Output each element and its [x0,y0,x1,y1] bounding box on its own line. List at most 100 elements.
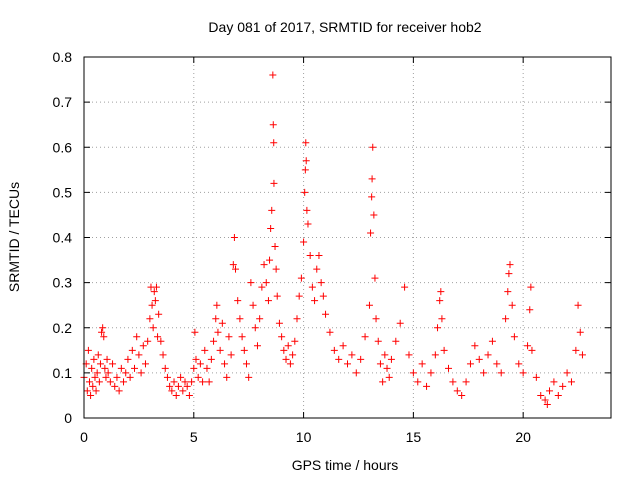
data-point [256,315,264,323]
data-point [322,310,330,318]
data-point [326,328,334,336]
data-point [280,346,288,354]
data-point [572,346,580,354]
data-point [519,369,527,377]
data-point [526,306,534,314]
data-point [238,333,246,341]
data-point [87,391,95,399]
data-point [330,346,338,354]
data-point [365,301,373,309]
data-point [506,261,514,269]
data-point [306,252,314,260]
data-point [146,315,154,323]
data-point [339,342,347,350]
y-tick-label: 0.5 [53,184,73,200]
data-point [524,342,532,350]
data-point [437,288,445,296]
data-point [137,369,145,377]
data-point [383,364,391,372]
data-point [94,351,102,359]
data-point [418,360,426,368]
data-point [357,355,365,363]
data-point [368,193,376,201]
data-point [335,355,343,363]
tick-labels: 0 0.1 0.2 0.3 0.4 0.5 0.6 0.7 0.8 0 5 10 15 20 [53,49,532,445]
data-point [308,283,316,291]
data-point [286,360,294,368]
data-point [126,373,134,381]
data-point [260,261,268,269]
data-point [302,139,310,147]
data-point [543,400,551,408]
data-point [148,301,156,309]
data-point [532,373,540,381]
data-point [251,324,259,332]
data-point [431,351,439,359]
data-point [504,288,512,296]
data-point [367,229,375,237]
data-point [203,364,211,372]
data-point [550,378,558,386]
data-point [141,360,149,368]
data-point [128,346,136,354]
data-point [101,364,109,372]
data-point [170,378,178,386]
data-point [376,360,384,368]
data-point [301,188,309,196]
data-point [272,265,280,273]
data-point [177,373,185,381]
data-point [152,283,160,291]
data-point [269,71,277,79]
data-point [445,364,453,372]
data-point [480,369,488,377]
data-point [546,387,554,395]
data-point [149,324,157,332]
data-point [434,324,442,332]
data-point [168,387,176,395]
data-point [440,346,448,354]
data-point [369,143,377,151]
data-point [475,355,483,363]
data-point [282,355,290,363]
data-point [120,378,128,386]
data-point [385,373,393,381]
data-point [188,378,196,386]
data-point [172,391,180,399]
data-point [88,364,96,372]
data-point [150,288,158,296]
data-point [361,333,369,341]
data-point [427,369,435,377]
data-point [212,315,220,323]
data-point [554,391,562,399]
data-point [344,360,351,368]
data-point [139,342,147,350]
data-point [458,391,466,399]
grid-lines [84,57,611,418]
data-point [245,373,253,381]
data-point [144,337,152,345]
data-point [115,387,123,395]
data-point [436,297,444,305]
data-point [84,346,92,354]
data-point [449,378,457,386]
data-point [515,360,523,368]
data-point [541,396,549,404]
data-point [191,328,199,336]
data-point [527,283,535,291]
x-tick-label: 5 [190,429,198,445]
data-point [85,378,93,386]
data-point [313,265,321,273]
data-point [396,319,404,327]
data-point [103,355,111,363]
data-point [578,351,586,359]
data-point [371,274,379,282]
axis-ticks [83,56,611,419]
data-point [484,351,492,359]
data-point [98,328,106,336]
data-point [275,319,283,327]
data-point [183,382,191,390]
data-point [278,333,286,341]
data-point [201,346,209,354]
data-point [131,364,139,372]
data-point [90,355,98,363]
